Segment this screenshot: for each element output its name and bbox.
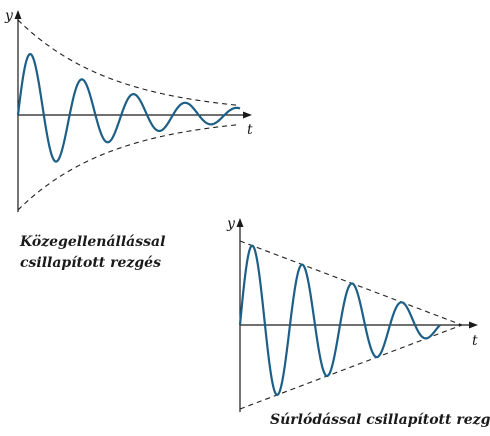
caption-line: Súrlódással csillapított rezgés xyxy=(270,412,490,428)
upper-envelope-curve xyxy=(17,19,241,107)
viscous-damping-diagram: y t xyxy=(4,8,253,212)
y-axis-label: y xyxy=(4,8,14,24)
t-axis-label: t xyxy=(247,122,253,138)
t-axis-label: t xyxy=(472,333,478,349)
oscillation-curve xyxy=(16,53,241,163)
viscous-damping-caption: Közegellenállással csillapított rezgés xyxy=(20,232,165,274)
oscillation-curve xyxy=(238,244,441,396)
y-axis-arrow-icon xyxy=(14,10,22,19)
y-axis-arrow-icon xyxy=(236,218,244,227)
y-axis-label: y xyxy=(226,216,236,232)
caption-line: csillapított rezgés xyxy=(20,255,161,271)
friction-damping-caption: Súrlódással csillapított rezgés xyxy=(270,410,490,431)
friction-damping-diagram: y t xyxy=(226,216,478,412)
caption-line: Közegellenállással xyxy=(20,234,166,250)
lower-envelope-curve xyxy=(17,123,241,211)
t-axis-arrow-icon xyxy=(243,111,252,119)
t-axis-arrow-icon xyxy=(469,321,478,329)
